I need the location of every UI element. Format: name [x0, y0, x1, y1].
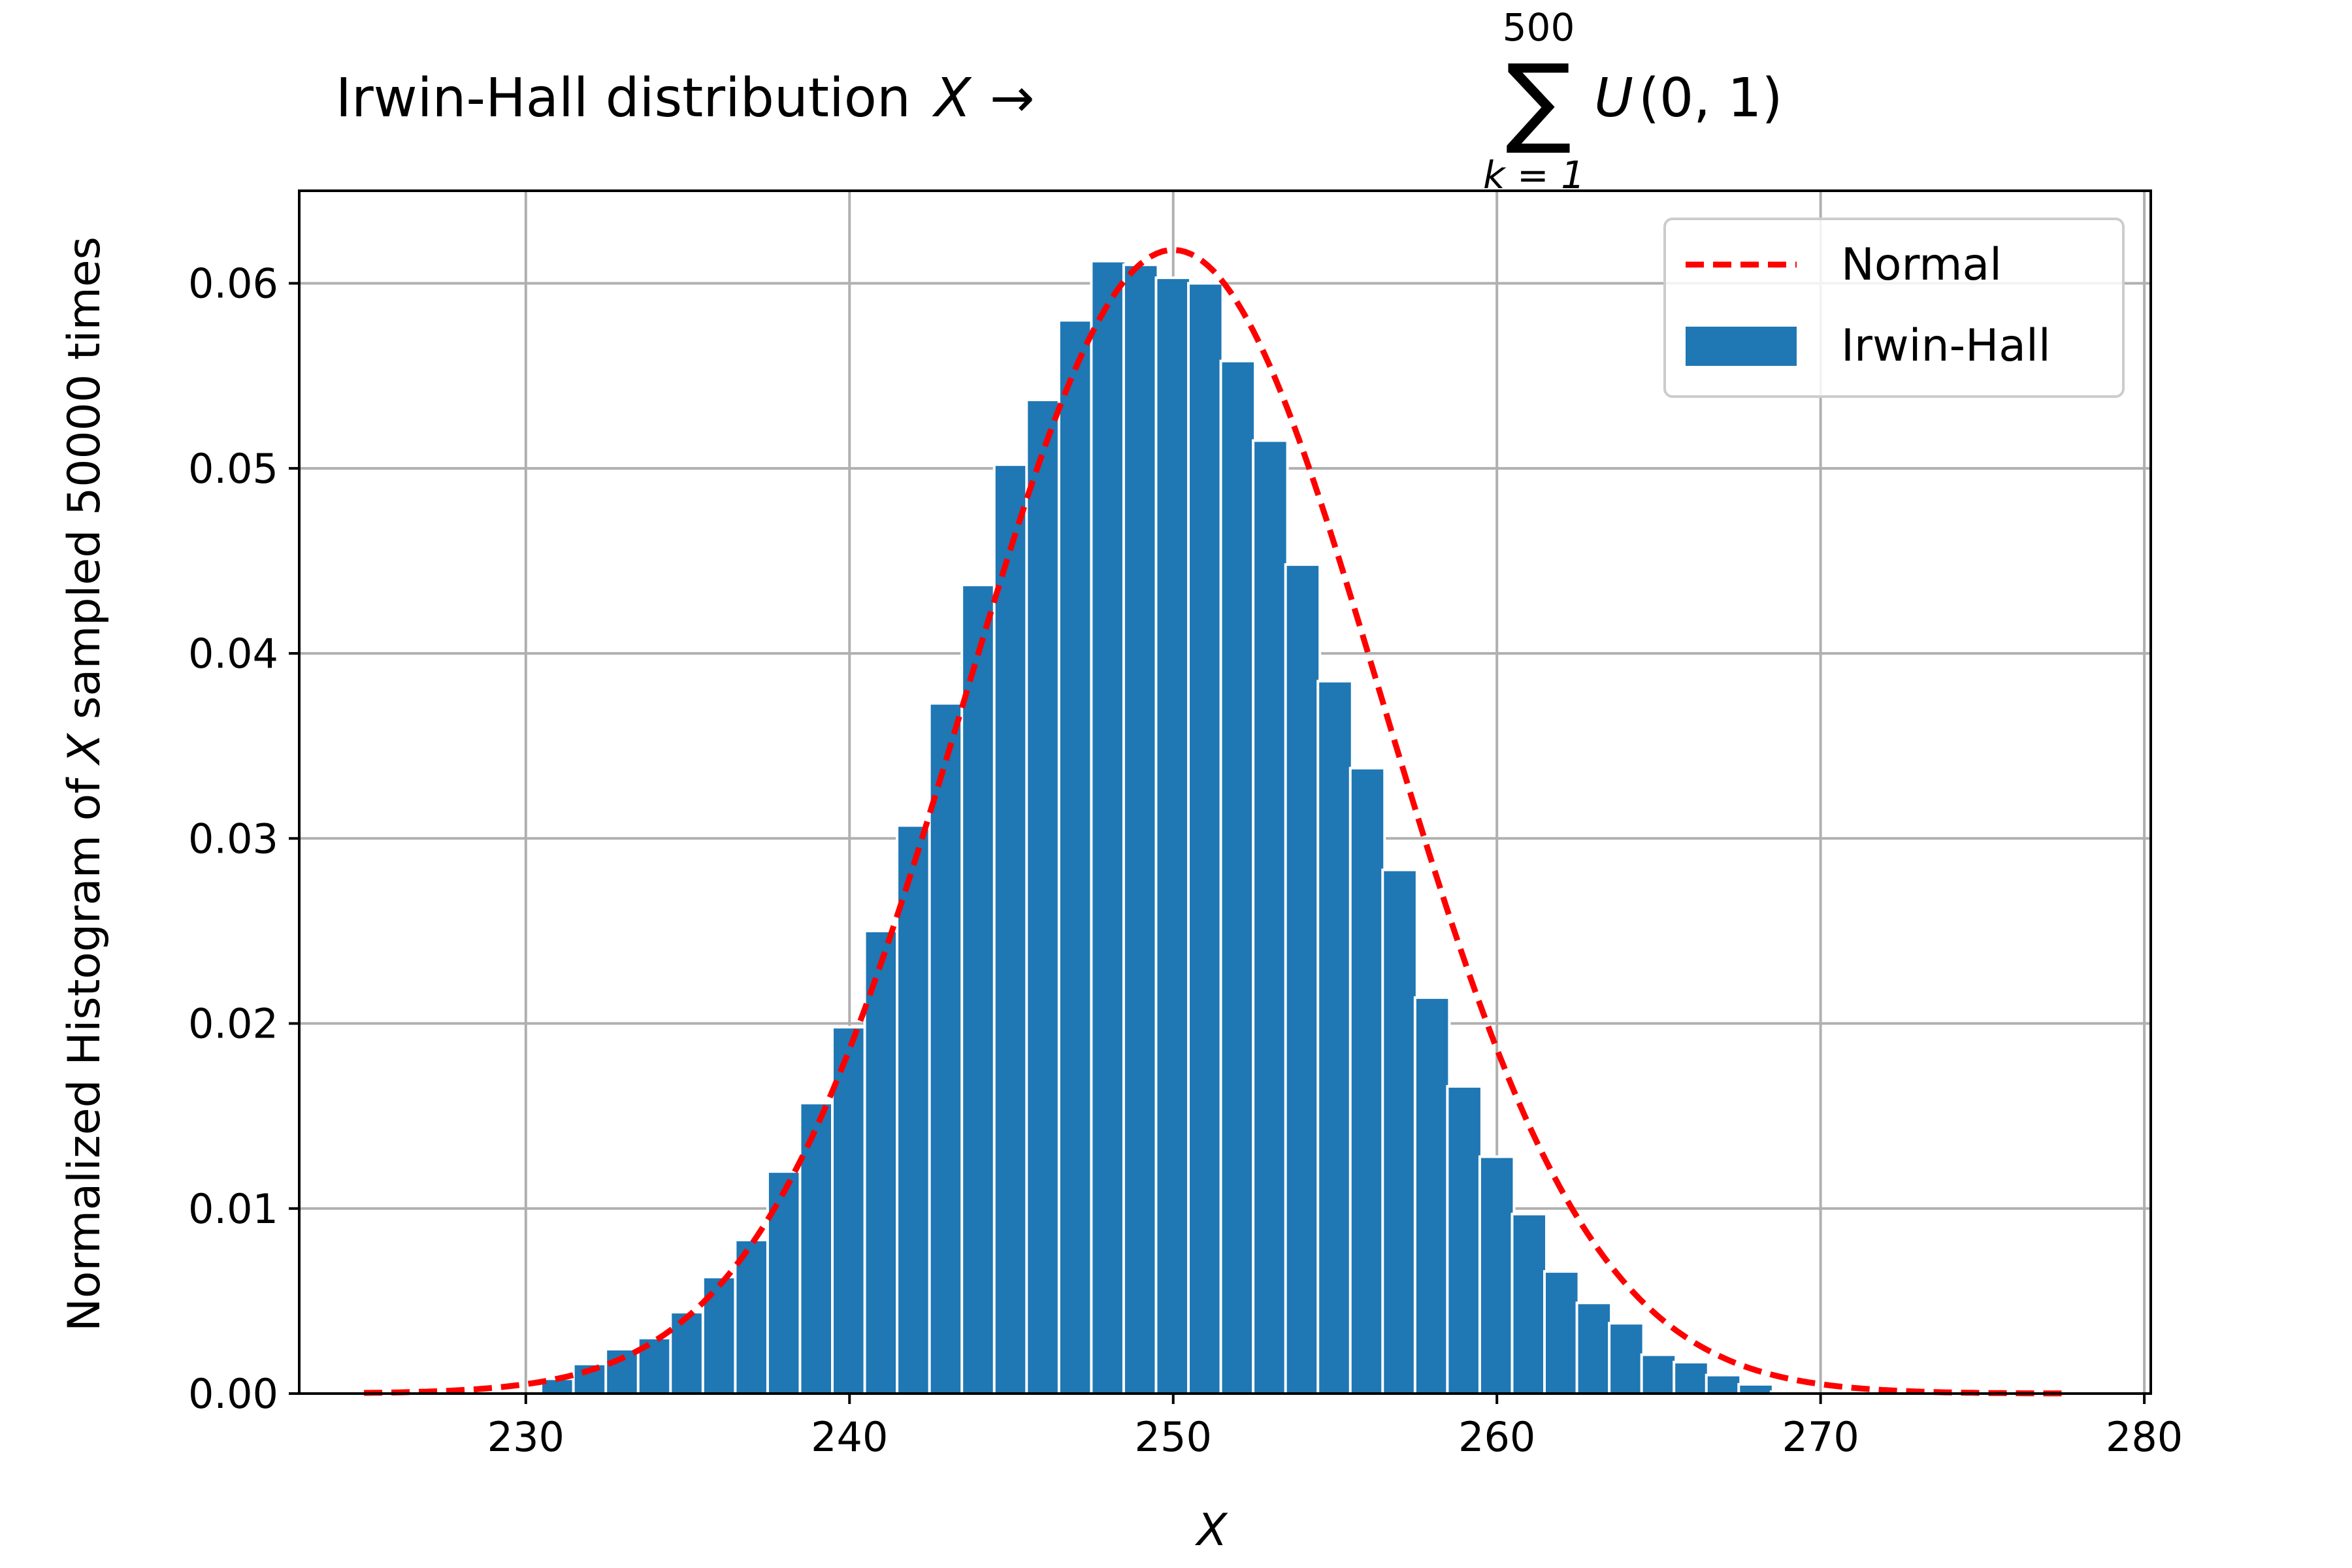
- title-arrow: →: [990, 67, 1035, 129]
- normal-curve: [364, 247, 2064, 1397]
- legend-normal-label: Normal: [1841, 239, 2002, 291]
- chart-title: Irwin-Hall distribution X → ∑ 500 k = 1 …: [336, 5, 1783, 197]
- title-sum-symbol: ∑: [1505, 44, 1571, 157]
- histogram-bar: [636, 1337, 674, 1395]
- y-tick-label: 0.00: [188, 1370, 278, 1418]
- histogram-bar: [1025, 399, 1062, 1395]
- histogram-bar: [669, 1311, 706, 1395]
- histogram-bar: [1154, 276, 1192, 1396]
- histogram-bar: [1413, 996, 1451, 1395]
- histogram-bar: [1640, 1353, 1678, 1395]
- y-tick-label: 0.02: [188, 1000, 278, 1048]
- histogram-bar: [1284, 563, 1322, 1396]
- y-tick-label: 0.06: [188, 260, 278, 308]
- histogram-bar: [766, 1170, 804, 1395]
- histogram-bar: [992, 463, 1030, 1395]
- x-tick-label: 260: [1458, 1413, 1535, 1461]
- histogram-bar: [1737, 1382, 1774, 1395]
- plot-frame: [298, 189, 2152, 1395]
- histogram-bar: [1381, 868, 1418, 1395]
- histogram-bar: [1705, 1373, 1742, 1396]
- histogram-bar: [1057, 319, 1095, 1395]
- x-axis-label: X: [1195, 1505, 1228, 1556]
- x-tick-label: 280: [2106, 1413, 2183, 1461]
- title-function: U: [1594, 67, 1633, 129]
- x-tick-label: 240: [811, 1413, 888, 1461]
- y-tick-label: 0.03: [188, 815, 278, 862]
- y-axis-ticks: 0.00 0.01 0.02 0.03 0.04 0.05 0.06: [188, 260, 299, 1418]
- histogram-bar: [1673, 1360, 1710, 1396]
- y-axis-label-pre: Normalized Histogram of: [59, 764, 110, 1331]
- y-tick-label: 0.05: [188, 445, 278, 493]
- y-axis-label: Normalized Histogram of X sampled 50000 …: [59, 237, 110, 1331]
- histogram-bar: [1252, 439, 1289, 1395]
- histogram-bar: [1575, 1301, 1613, 1395]
- title-sum-upper: 500: [1503, 5, 1575, 50]
- histogram-bar: [798, 1102, 836, 1395]
- histogram-bar: [831, 1026, 868, 1396]
- histogram-bar: [1348, 766, 1386, 1396]
- y-axis-label-post: sampled 50000 times: [59, 237, 110, 734]
- title-sum-lower: k = 1: [1483, 153, 1585, 197]
- legend-irwin-hall-label: Irwin-Hall: [1841, 320, 2051, 372]
- histogram-bar: [1316, 679, 1354, 1395]
- x-tick-label: 230: [487, 1413, 564, 1461]
- histogram-bar: [896, 824, 933, 1395]
- normal-curve-layer: [364, 247, 2064, 1397]
- histogram-bar: [1478, 1155, 1516, 1395]
- y-axis-label-var: X: [59, 732, 110, 766]
- histogram-bar: [1219, 359, 1257, 1396]
- histogram-bar: [1543, 1270, 1580, 1396]
- x-axis-ticks: 230 240 250 260 270 280: [487, 1394, 2183, 1461]
- histogram-bar: [1608, 1322, 1645, 1396]
- histogram-bar: [1511, 1213, 1548, 1395]
- y-tick-label: 0.01: [188, 1185, 278, 1233]
- histogram-bar: [1090, 259, 1127, 1395]
- y-tick-label: 0.04: [188, 630, 278, 678]
- histogram-bars: [540, 259, 1807, 1396]
- legend: Normal Irwin-Hall: [1663, 218, 2125, 398]
- histogram-bar: [960, 583, 998, 1396]
- histogram-bar: [1446, 1085, 1483, 1395]
- x-tick-label: 270: [1782, 1413, 1859, 1461]
- legend-irwin-hall-swatch: [1686, 327, 1797, 366]
- histogram-bar: [1187, 282, 1224, 1396]
- histogram-bar: [1122, 263, 1160, 1395]
- title-prefix: Irwin-Hall distribution: [336, 67, 928, 129]
- title-variable: X: [932, 67, 972, 129]
- x-tick-label: 250: [1135, 1413, 1212, 1461]
- histogram-bar: [863, 929, 901, 1395]
- title-arguments: (0, 1): [1639, 67, 1782, 129]
